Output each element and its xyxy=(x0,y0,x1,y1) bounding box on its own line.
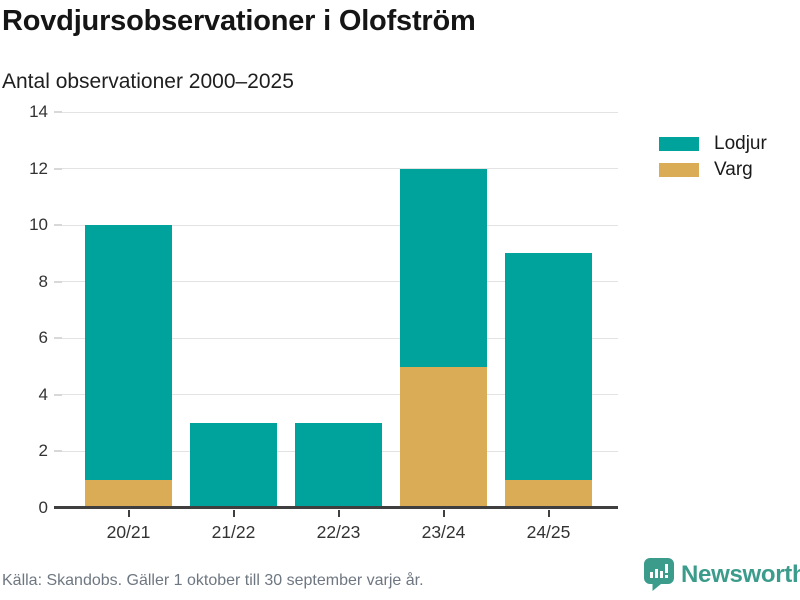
y-tick-12 xyxy=(54,167,62,170)
y-axis-labels: 0 2 4 6 8 10 12 14 xyxy=(0,102,48,517)
y-tick-label-2: 2 xyxy=(38,441,48,461)
bar-segment-lodjur-22-23 xyxy=(295,423,382,508)
y-tick-label-0: 0 xyxy=(38,498,48,517)
x-tick-22-23 xyxy=(337,510,340,517)
y-tick-6 xyxy=(54,337,62,340)
bar-segment-varg-24-25 xyxy=(505,479,592,508)
bar-segment-varg-20-21 xyxy=(85,479,172,508)
bar-segment-lodjur-20-21 xyxy=(85,225,172,480)
gridline-y-8 xyxy=(62,281,618,283)
y-tick-label-10: 10 xyxy=(29,215,48,235)
y-tick-label-12: 12 xyxy=(29,158,48,178)
y-tick-4 xyxy=(54,393,62,396)
y-tick-label-8: 8 xyxy=(38,271,48,291)
x-tick-23-24 xyxy=(442,510,445,517)
x-tick-label-24-25: 24/25 xyxy=(526,522,571,542)
newsworthy-chart-bubble-icon xyxy=(644,558,674,591)
gridline-y-10 xyxy=(62,224,618,226)
source-note: Källa: Skandobs. Gäller 1 oktober till 3… xyxy=(2,572,424,589)
plot-area: 20/21 21/22 22/23 23/24 24/25 xyxy=(54,111,618,542)
x-tick-label-21-22: 21/22 xyxy=(211,522,256,542)
legend-swatch-varg xyxy=(659,163,699,177)
y-tick-14 xyxy=(54,111,62,113)
chart-legend: Lodjur Varg xyxy=(659,133,767,189)
x-tick-21-22 xyxy=(232,510,235,517)
y-tick-label-6: 6 xyxy=(38,328,48,348)
gridline-y-14 xyxy=(62,111,618,113)
x-tick-20-21 xyxy=(127,510,130,517)
y-tick-label-14: 14 xyxy=(29,102,48,121)
bar-segment-lodjur-23-24 xyxy=(400,168,487,367)
legend-swatch-lodjur xyxy=(659,137,699,151)
gridline-y-6 xyxy=(62,337,618,339)
page-title: Rovdjursobservationer i Olofström xyxy=(2,5,476,37)
x-tick-24-25 xyxy=(547,510,550,517)
y-tick-8 xyxy=(54,280,62,283)
y-tick-10 xyxy=(54,224,62,227)
y-tick-2 xyxy=(54,450,62,453)
gridline-y-4 xyxy=(62,394,618,396)
newsworthy-logo: Newsworthy xyxy=(644,558,800,591)
x-tick-label-22-23: 22/23 xyxy=(316,522,361,542)
x-axis-line xyxy=(54,506,618,509)
newsworthy-wordmark: Newsworthy xyxy=(681,560,800,588)
bar-segment-lodjur-21-22 xyxy=(190,423,277,508)
x-tick-label-23-24: 23/24 xyxy=(421,522,466,542)
chart-subtitle: Antal observationer 2000–2025 xyxy=(2,70,294,93)
legend-item-varg: Varg xyxy=(659,159,767,180)
legend-label-varg: Varg xyxy=(714,159,753,180)
y-tick-label-4: 4 xyxy=(38,384,48,404)
legend-label-lodjur: Lodjur xyxy=(714,133,767,154)
gridline-y-12 xyxy=(62,168,618,170)
bar-segment-varg-23-24 xyxy=(400,366,487,508)
bar-segment-lodjur-24-25 xyxy=(505,253,592,480)
legend-item-lodjur: Lodjur xyxy=(659,133,767,154)
x-tick-label-20-21: 20/21 xyxy=(106,522,151,542)
